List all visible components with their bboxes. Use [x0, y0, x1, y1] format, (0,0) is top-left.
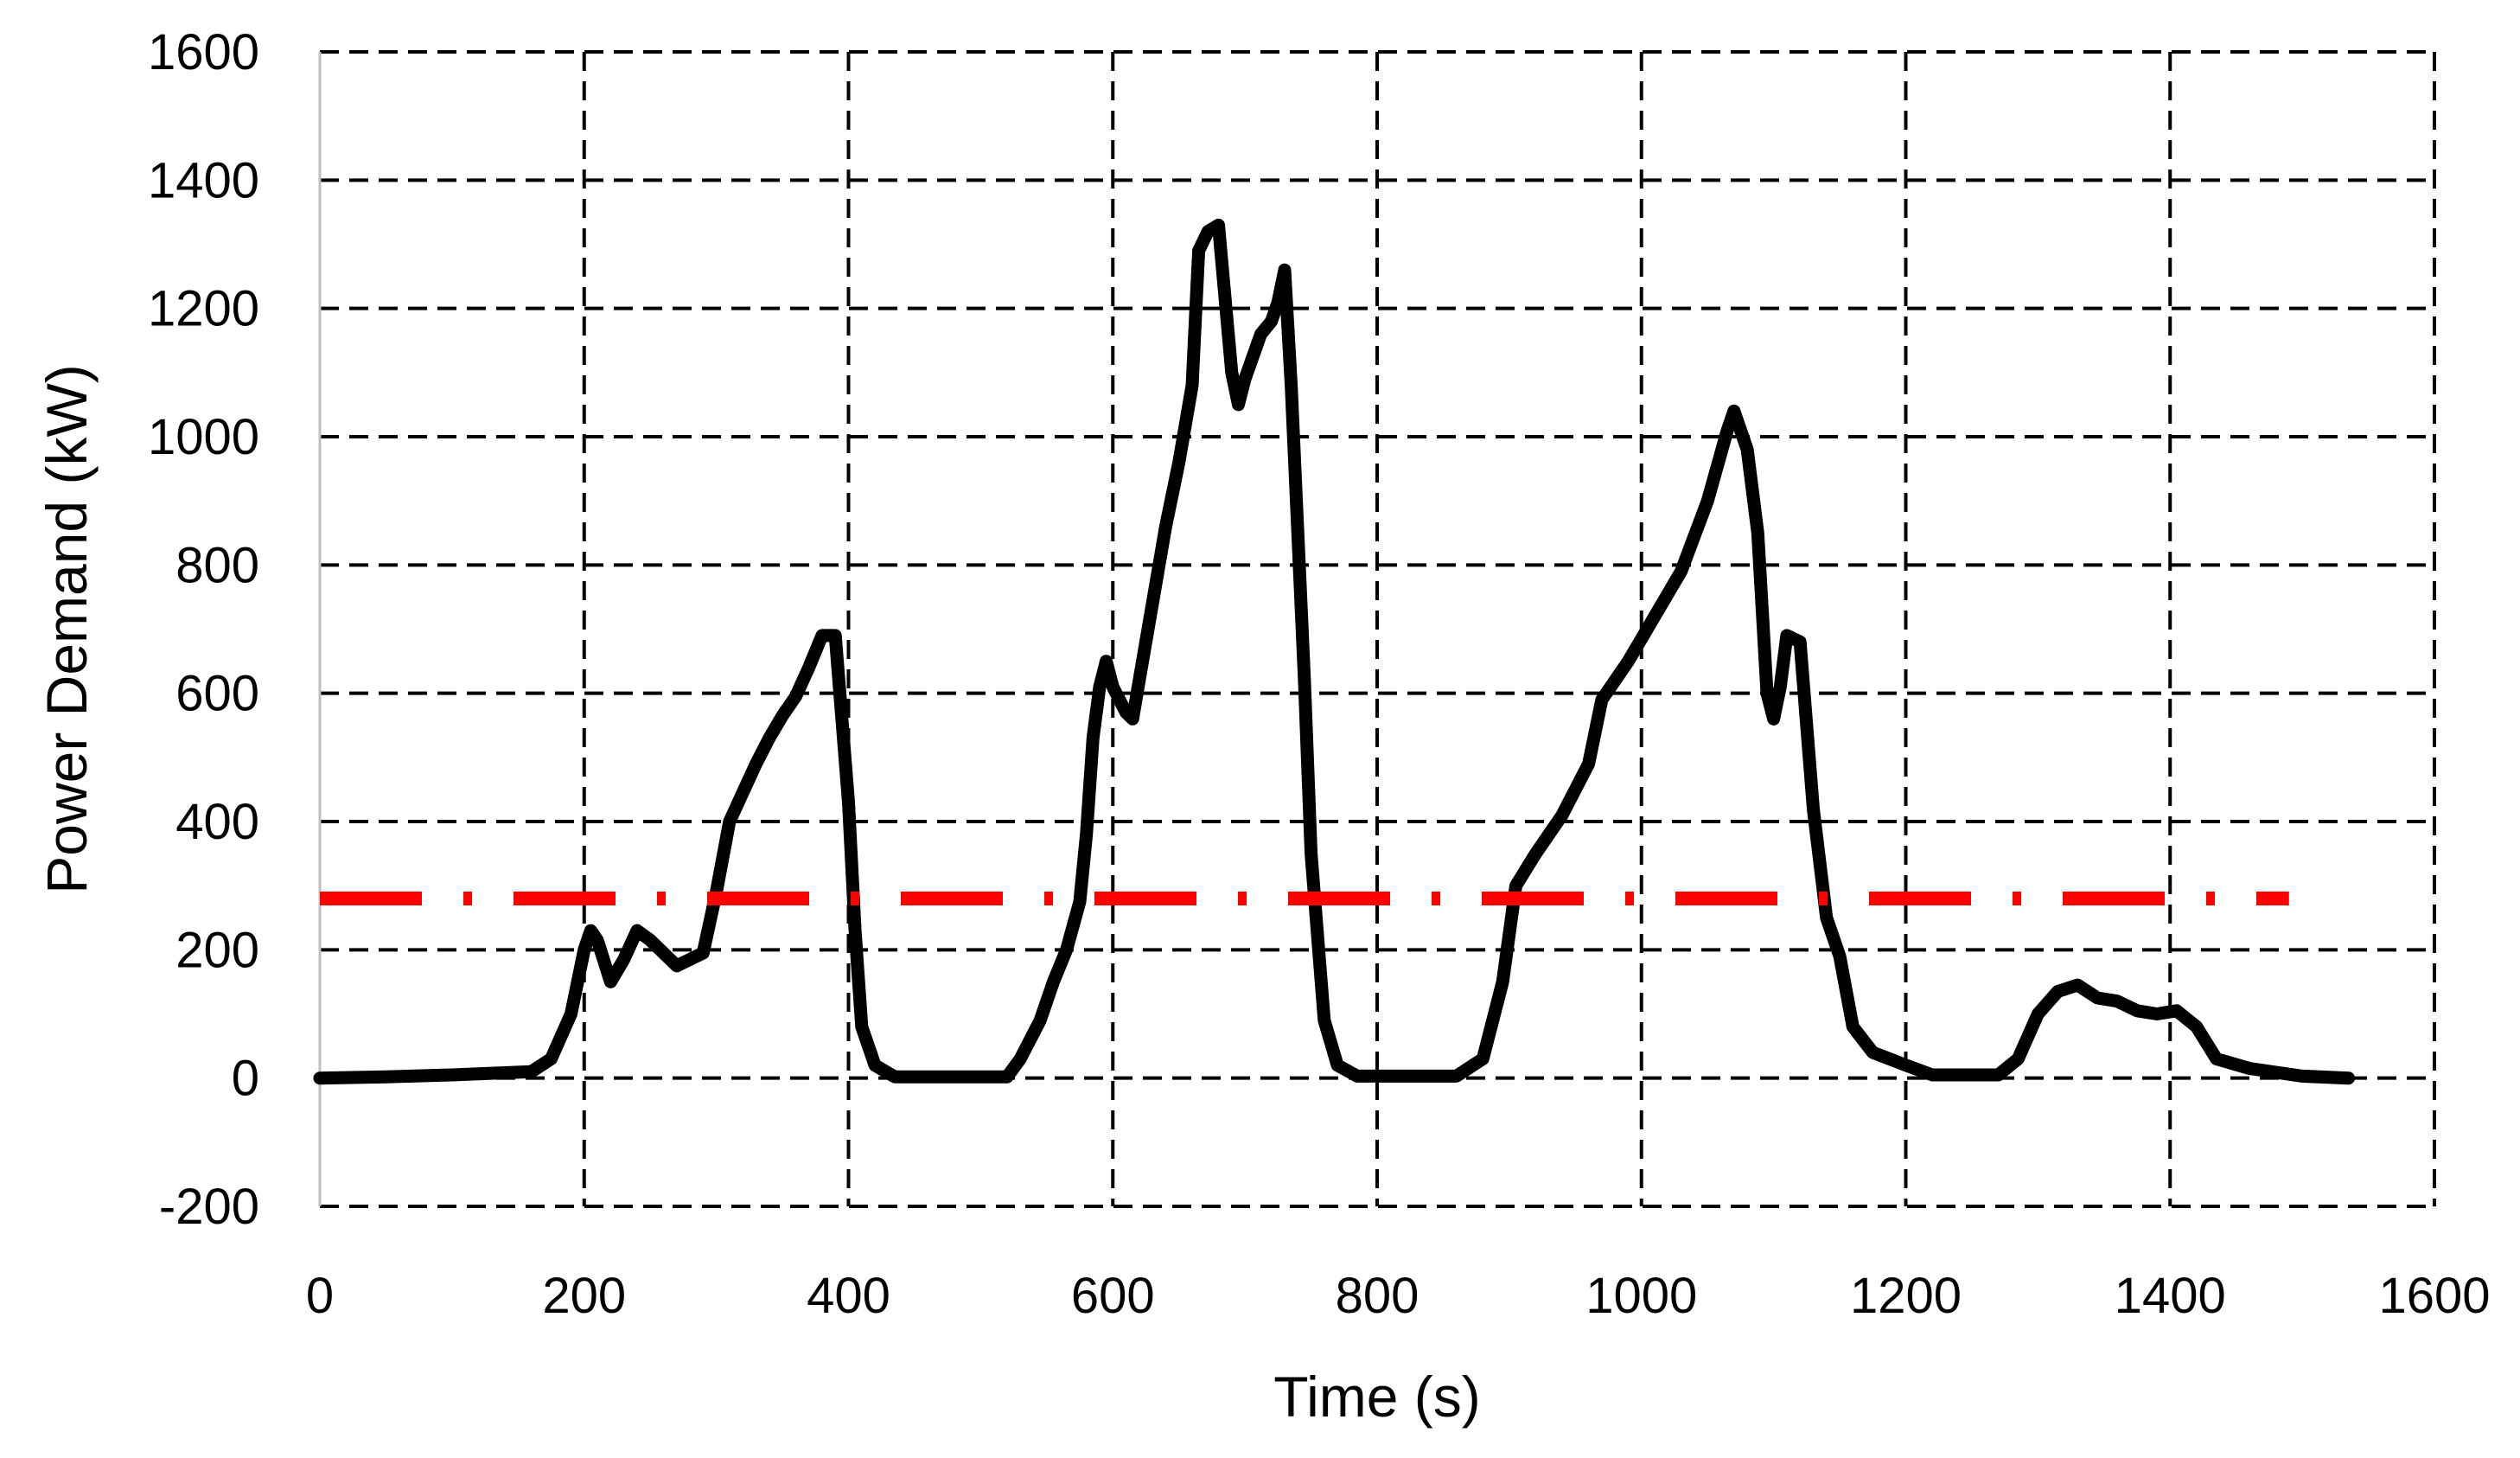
y-tick-label: 0 [232, 1051, 259, 1107]
y-tick-labels: -200 0 200 400 600 800 1000 1200 1400 1600 [148, 24, 259, 1235]
x-tick-label: 1000 [1585, 1268, 1697, 1324]
y-tick-label: 800 [175, 537, 259, 593]
x-tick-label: 200 [542, 1268, 626, 1324]
series-layer [313, 218, 2356, 1085]
x-tick-label: 400 [807, 1268, 890, 1324]
y-tick-label: 400 [175, 794, 259, 850]
x-tick-labels: 0 200 400 600 800 1000 1200 1400 1600 [306, 1268, 2491, 1324]
y-tick-label: 1200 [148, 281, 259, 337]
y-axis-label: Power Demand (kW) [35, 364, 99, 893]
y-tick-label: 200 [175, 922, 259, 978]
solid-series-line [313, 218, 2356, 1085]
y-tick-label: 1000 [148, 409, 259, 465]
x-axis-label: Time (s) [1273, 1365, 1481, 1429]
x-tick-label: 1200 [1850, 1268, 1962, 1324]
y-tick-label: 1600 [148, 24, 259, 80]
x-tick-label: 600 [1071, 1268, 1155, 1324]
x-tick-label: 1600 [2378, 1268, 2490, 1324]
grid-layer [320, 50, 2436, 1208]
y-tick-label: 600 [175, 666, 259, 722]
y-tick-label: 1400 [148, 152, 259, 208]
x-tick-label: 800 [1336, 1268, 1419, 1324]
y-tick-label: -200 [159, 1179, 259, 1235]
x-tick-label: 0 [306, 1268, 334, 1324]
x-tick-label: 1400 [2115, 1268, 2226, 1324]
